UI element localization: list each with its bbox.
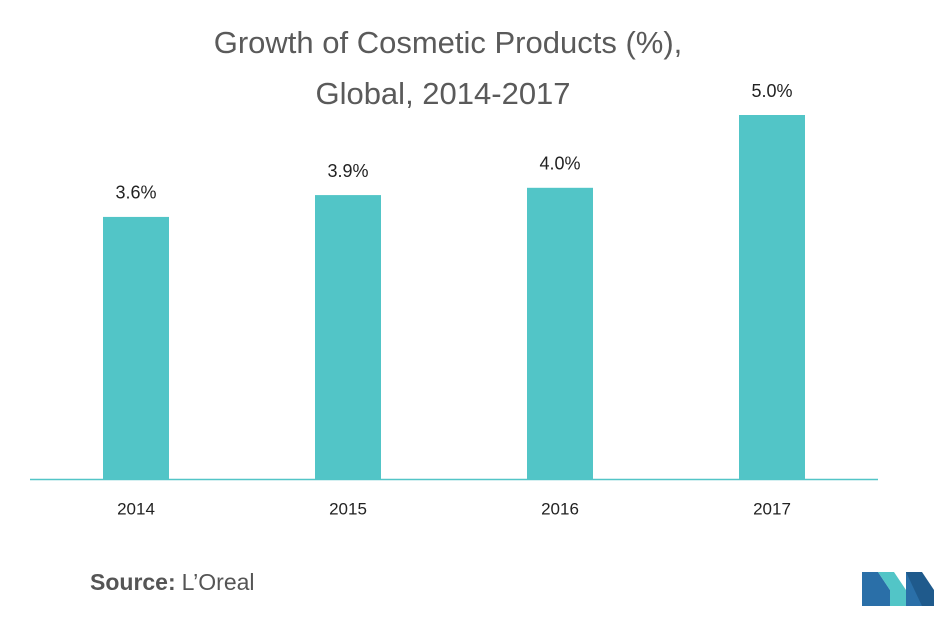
chart-title: Global, 2014-2017 bbox=[315, 76, 570, 111]
data-label: 5.0% bbox=[751, 81, 792, 101]
bar bbox=[103, 216, 169, 480]
data-label: 3.6% bbox=[115, 183, 156, 203]
source: Source: L’Oreal bbox=[90, 569, 255, 595]
chart-title: Growth of Cosmetic Products (%), bbox=[214, 25, 683, 60]
x-tick-label: 2017 bbox=[753, 499, 791, 518]
x-tick-label: 2015 bbox=[329, 499, 367, 518]
bar bbox=[315, 195, 381, 479]
logo bbox=[862, 572, 934, 606]
bar bbox=[527, 187, 593, 480]
data-label: 3.9% bbox=[327, 161, 368, 181]
source-label: Source: bbox=[90, 569, 176, 595]
bar bbox=[739, 115, 805, 479]
source-text: L’Oreal bbox=[182, 569, 255, 595]
x-tick-label: 2014 bbox=[117, 499, 155, 518]
data-label: 4.0% bbox=[539, 154, 580, 174]
x-tick-label: 2016 bbox=[541, 499, 579, 518]
